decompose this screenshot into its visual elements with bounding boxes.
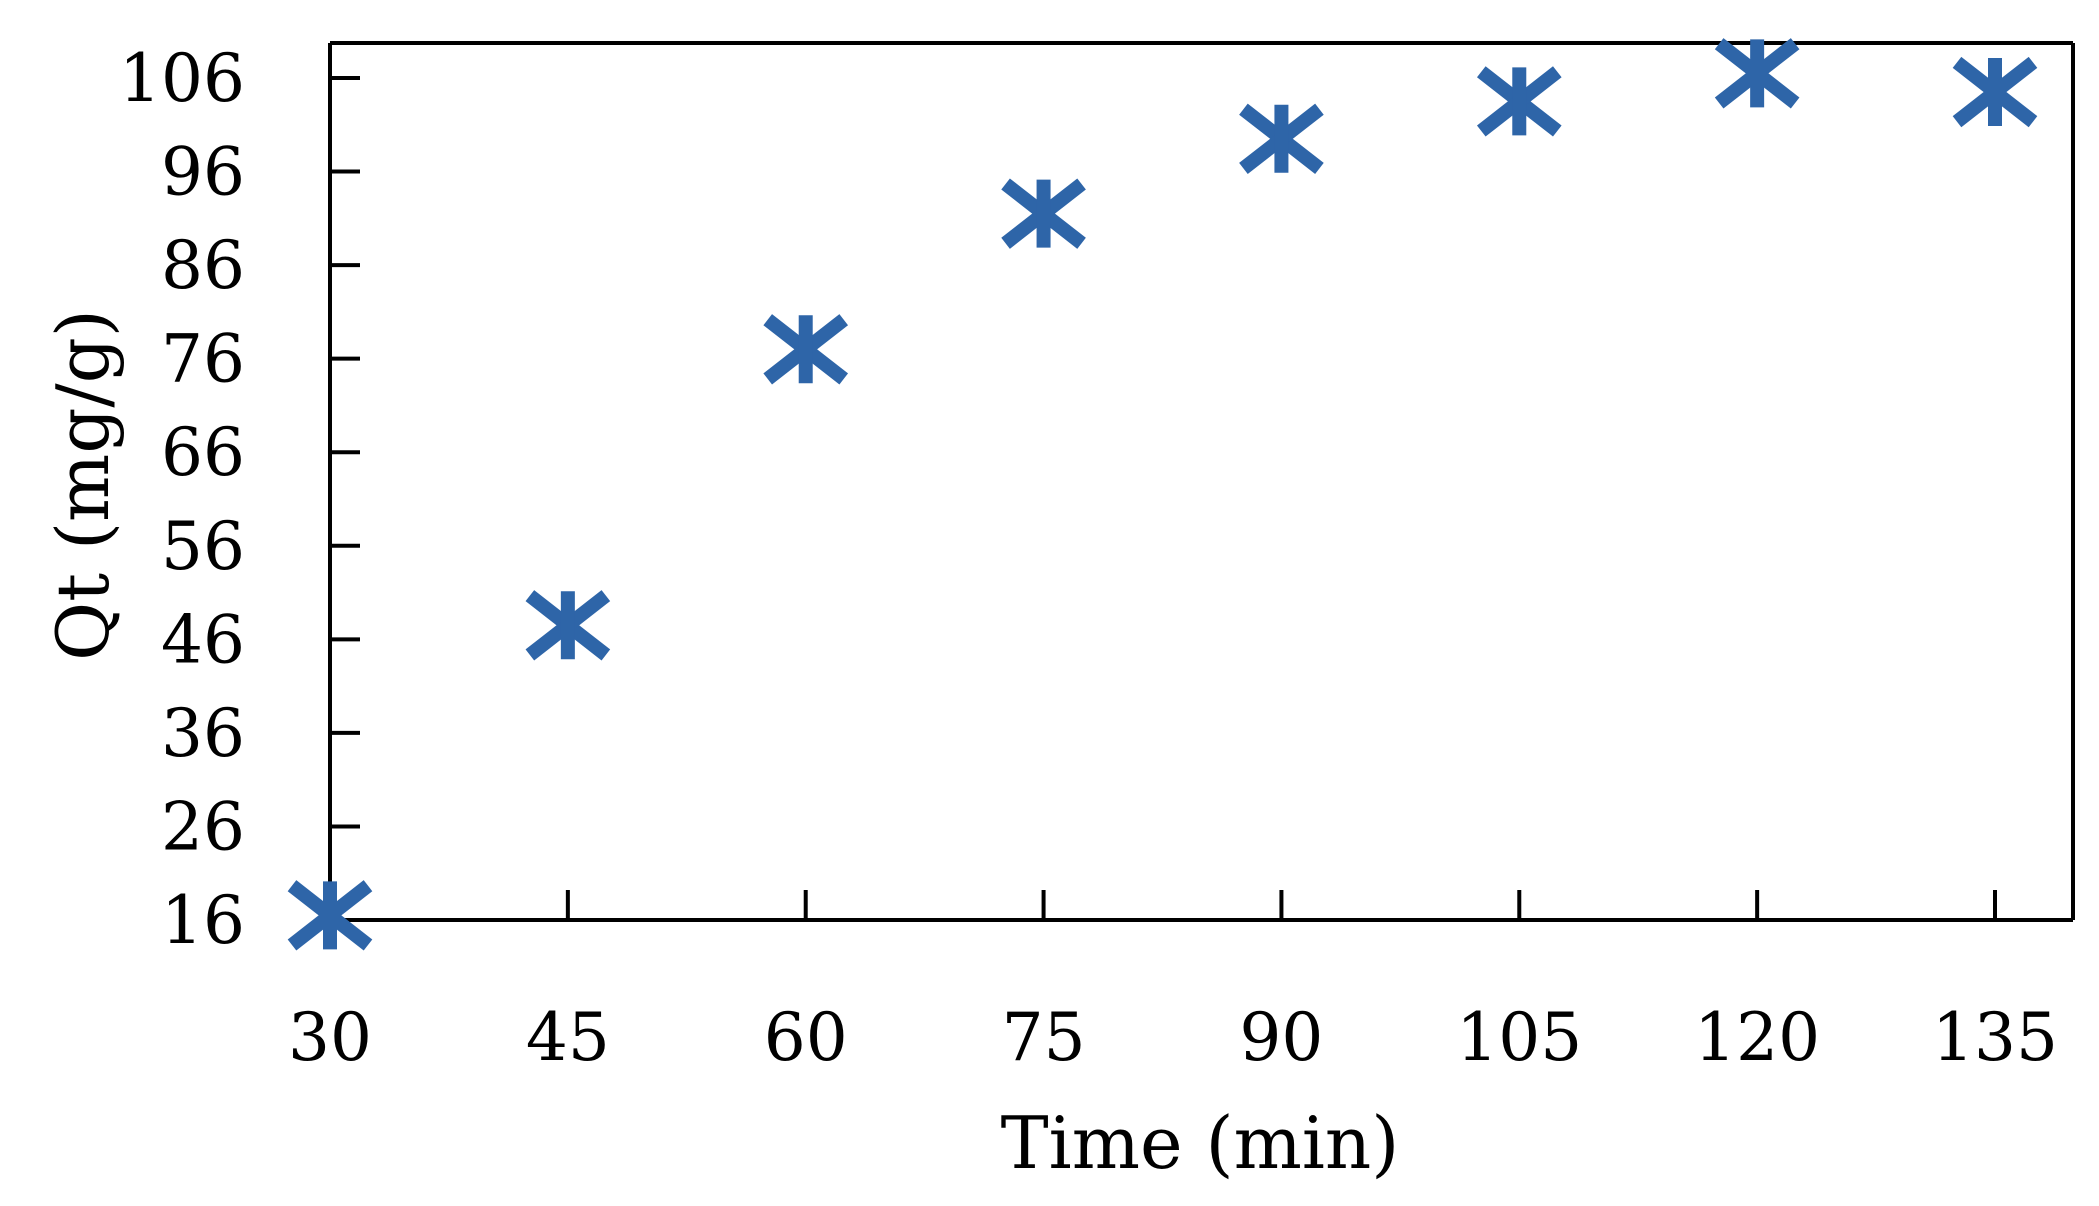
y-tick-label: 76 bbox=[161, 321, 245, 398]
x-tick-label: 75 bbox=[1002, 999, 1086, 1076]
y-tick-label: 46 bbox=[161, 601, 245, 678]
y-tick-label: 36 bbox=[161, 695, 245, 772]
x-tick-label: 30 bbox=[288, 999, 372, 1076]
data-point bbox=[1714, 38, 1800, 109]
y-tick-label: 106 bbox=[119, 40, 245, 117]
x-axis-title: Time (min) bbox=[1001, 1101, 1400, 1185]
data-point bbox=[763, 314, 849, 385]
data-point bbox=[287, 880, 373, 951]
y-tick-label: 86 bbox=[161, 227, 245, 304]
y-tick-label: 96 bbox=[161, 134, 245, 211]
y-axis-title: Qt (mg/g) bbox=[41, 309, 125, 661]
y-tick-label: 66 bbox=[161, 414, 245, 491]
data-point bbox=[1239, 103, 1324, 174]
data-point bbox=[525, 590, 611, 661]
plot-frame bbox=[328, 41, 2075, 922]
x-tick-label: 60 bbox=[764, 999, 848, 1076]
x-tick-label: 120 bbox=[1694, 999, 1820, 1076]
data-point bbox=[1476, 66, 1562, 137]
x-tick-label: 105 bbox=[1456, 999, 1582, 1076]
data-points bbox=[287, 38, 2038, 951]
y-tick-label: 26 bbox=[161, 788, 245, 865]
y-tick-label: 16 bbox=[161, 882, 245, 959]
x-axis: 30 45 60 75 90 105 120 135 bbox=[288, 890, 2058, 1076]
data-point bbox=[1001, 178, 1086, 249]
x-tick-label: 90 bbox=[1239, 999, 1323, 1076]
x-tick-label: 135 bbox=[1932, 999, 2058, 1076]
y-tick-label: 56 bbox=[161, 508, 245, 585]
data-point bbox=[1952, 56, 2038, 128]
y-axis: 16 26 36 46 56 66 76 86 96 106 bbox=[119, 40, 360, 959]
x-tick-label: 45 bbox=[526, 999, 610, 1076]
